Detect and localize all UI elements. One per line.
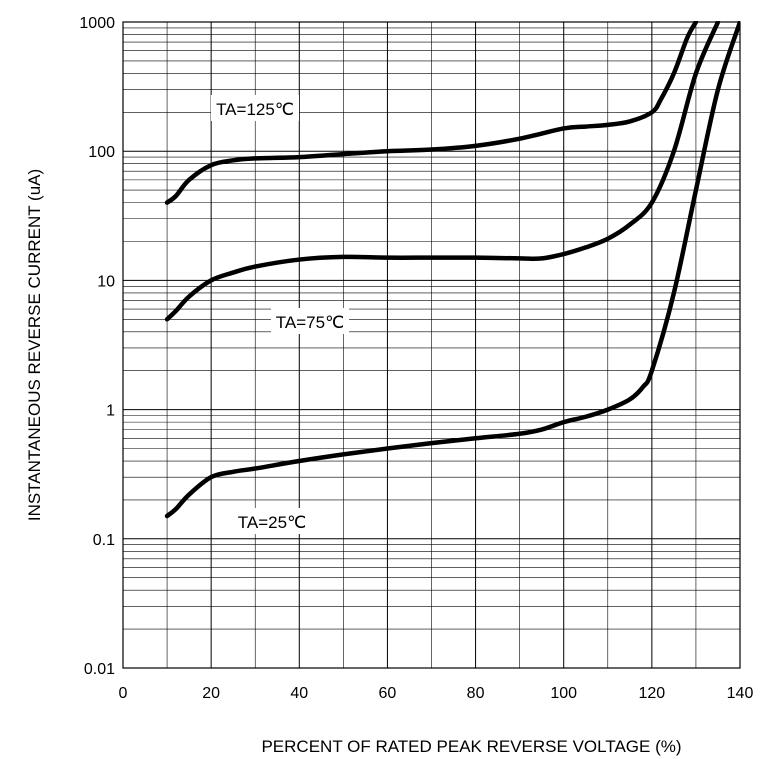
x-axis-label: PERCENT OF RATED PEAK REVERSE VOLTAGE (%… (261, 737, 681, 756)
annotation-background (233, 508, 311, 534)
y-axis-label: INSTANTANEOUS REVERSE CURRENT (uA) (25, 169, 44, 521)
x-tick-label: 60 (379, 685, 397, 702)
series-line-2 (164, 21, 721, 322)
plot-frame (122, 21, 741, 669)
y-tick-label: 1000 (79, 15, 115, 32)
annotation-label: TA=75℃ (276, 313, 344, 332)
series-annotation: TA=125℃ (211, 95, 299, 121)
x-tick-labels: 0 20 40 60 80 100 120 140 (119, 685, 754, 702)
y-tick-label: 100 (88, 144, 115, 161)
x-tick-label: 80 (467, 685, 485, 702)
series-line-3 (164, 21, 740, 519)
minor-gridlines (123, 22, 740, 668)
x-tick-label: 20 (202, 685, 220, 702)
x-tick-label: 100 (550, 685, 577, 702)
y-tick-label: 0.1 (93, 532, 115, 549)
y-tick-label: 10 (97, 273, 115, 290)
series-annotation: TA=75℃ (271, 308, 349, 334)
y-tick-labels: 0.01 0.1 1 10 100 1000 (79, 15, 115, 678)
x-tick-label: 140 (727, 685, 754, 702)
annotation-label: TA=125℃ (216, 100, 294, 119)
series-annotation: TA=25℃ (233, 508, 311, 534)
series-curves (164, 21, 740, 519)
x-tick-label: 0 (119, 685, 128, 702)
series-line-1 (164, 21, 699, 205)
x-tick-label: 120 (639, 685, 666, 702)
x-tick-label: 40 (290, 685, 308, 702)
annotations: TA=125℃ TA=75℃ TA=25℃ (211, 95, 349, 534)
y-tick-label: 1 (106, 403, 115, 420)
annotation-background (211, 95, 299, 121)
annotation-label: TA=25℃ (238, 513, 306, 532)
annotation-background (271, 308, 349, 334)
y-tick-label: 0.01 (84, 661, 115, 678)
